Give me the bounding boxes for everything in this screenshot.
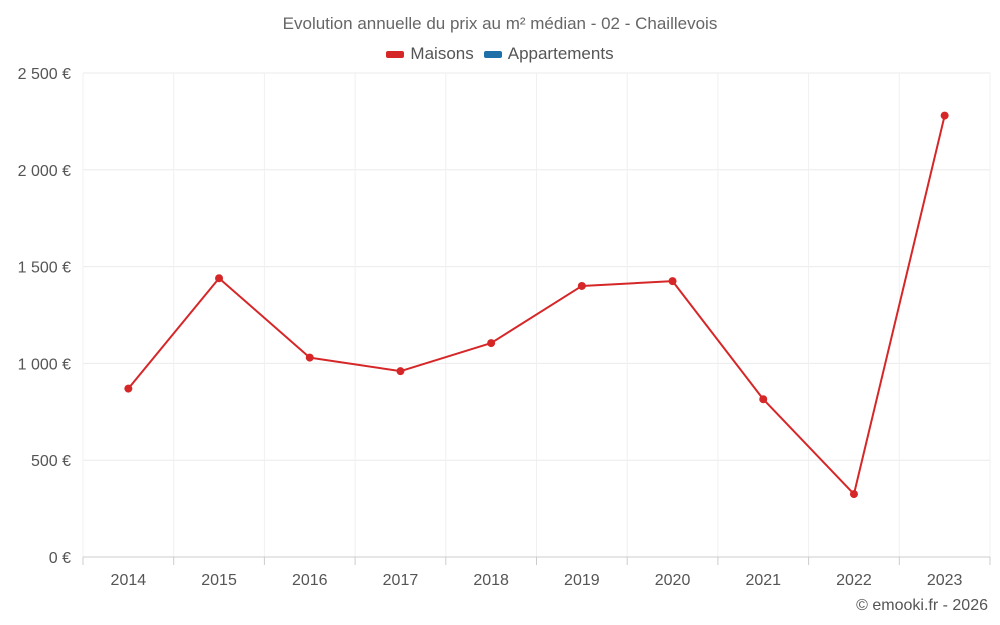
x-tick-label: 2019 — [564, 572, 600, 589]
y-tick-label: 2 000 € — [18, 163, 71, 180]
x-tick-label: 2018 — [473, 572, 509, 589]
x-tick-label: 2021 — [745, 572, 781, 589]
y-tick-label: 1 500 € — [18, 260, 71, 277]
y-tick-label: 1 000 € — [18, 356, 71, 373]
x-tick-label: 2016 — [292, 572, 328, 589]
data-point-maisons-2018[interactable] — [487, 339, 496, 348]
y-tick-label: 500 € — [31, 453, 71, 470]
legend-item-maisons[interactable]: Maisons — [386, 44, 474, 64]
data-point-maisons-2014[interactable] — [124, 384, 133, 393]
data-point-maisons-2023[interactable] — [940, 111, 949, 120]
legend-label-appartements: Appartements — [507, 44, 614, 63]
data-point-maisons-2022[interactable] — [849, 490, 858, 499]
x-tick-label: 2020 — [655, 572, 691, 589]
y-tick-label: 0 € — [49, 550, 71, 567]
chart-legend: Maisons Appartements — [0, 44, 1000, 64]
y-tick-label: 2 500 € — [18, 66, 71, 83]
series-line-maisons — [127, 115, 946, 496]
legend-swatch-maisons — [386, 50, 405, 58]
legend-item-appartements[interactable]: Appartements — [483, 44, 614, 64]
data-point-maisons-2019[interactable] — [577, 281, 586, 290]
chart-title: Evolution annuelle du prix au m² médian … — [282, 14, 718, 33]
data-point-maisons-2016[interactable] — [305, 353, 314, 362]
legend-swatch-appartements — [483, 50, 502, 58]
data-point-maisons-2021[interactable] — [759, 395, 768, 404]
data-point-maisons-2015[interactable] — [215, 274, 224, 283]
copyright-credit: © emooki.fr - 2026 — [856, 597, 988, 614]
x-tick-label: 2022 — [836, 572, 872, 589]
x-tick-label: 2017 — [383, 572, 419, 589]
x-tick-label: 2015 — [201, 572, 237, 589]
x-tick-label: 2014 — [111, 572, 147, 589]
data-point-maisons-2017[interactable] — [396, 367, 405, 376]
x-tick-label: 2023 — [927, 572, 963, 589]
legend-label-maisons: Maisons — [410, 44, 474, 63]
data-point-maisons-2020[interactable] — [668, 277, 677, 286]
